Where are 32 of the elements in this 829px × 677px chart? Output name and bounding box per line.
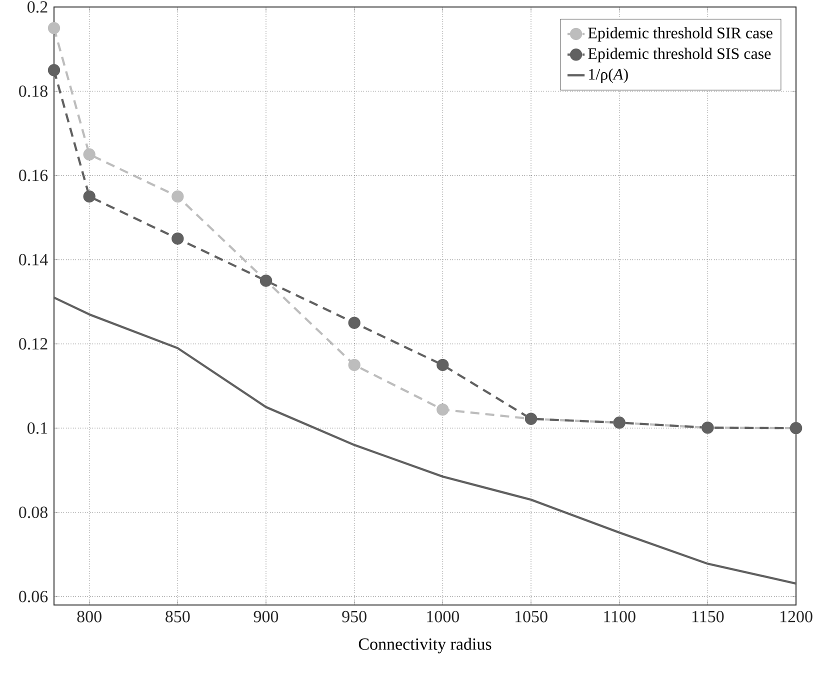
y-tick-label: 0.16: [19, 170, 48, 182]
y-tick-label: 0.18: [19, 85, 48, 97]
x-tick-label: 1050: [515, 610, 548, 622]
legend-label: Epidemic threshold SIS case: [588, 48, 771, 62]
point: [83, 148, 96, 160]
point: [348, 316, 360, 329]
x-tick-label: 950: [342, 610, 366, 622]
y-tick-label: 0.14: [19, 254, 48, 266]
point: [172, 232, 184, 245]
y-tick-label: 0.2: [28, 1, 48, 13]
point: [83, 190, 96, 203]
x-tick-label: 1200: [780, 610, 812, 622]
legend-label: Epidemic threshold SIR case: [588, 27, 772, 42]
x-tick-label: 1000: [427, 610, 460, 622]
x-tick-label: 1100: [604, 610, 636, 622]
legend-label: 1/ρ(A): [589, 68, 628, 83]
y-tick-label: 0.08: [19, 506, 48, 518]
point: [436, 358, 449, 372]
x-tick-label: 1150: [692, 610, 724, 622]
point: [348, 358, 360, 372]
x-tick-label: 800: [77, 610, 102, 622]
point: [48, 64, 60, 76]
x-tick-label: 850: [166, 610, 190, 622]
x-axis-title: Connectivity radius: [358, 638, 492, 654]
y-tick-label: 0.12: [19, 338, 48, 350]
point: [172, 190, 184, 203]
x-tick-label: 900: [254, 610, 278, 622]
point: [48, 22, 60, 34]
y-tick-label: 0.1: [28, 422, 48, 434]
y-tick-label: 0.06: [19, 590, 48, 602]
line-series: [54, 296, 796, 585]
point: [436, 403, 449, 416]
